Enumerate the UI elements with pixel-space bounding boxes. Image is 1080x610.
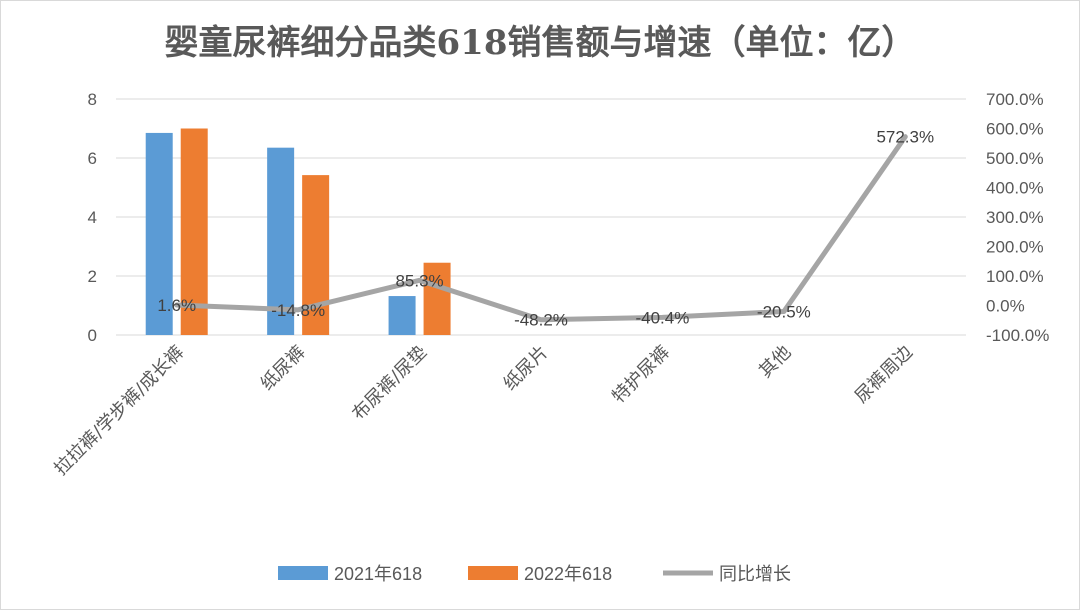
category-label: 布尿裤/尿垫 — [348, 342, 431, 425]
left-axis-tick-label: 0 — [88, 326, 97, 345]
right-axis-tick-label: 600.0% — [986, 120, 1044, 139]
left-axis-tick-label: 2 — [88, 267, 97, 286]
right-axis-tick-label: 200.0% — [986, 238, 1044, 257]
data-labels: 1.6% -14.8% 85.3% -48.2% -40.4% -20.5% 572.3% — [157, 128, 934, 330]
left-axis-tick-label: 8 — [88, 90, 97, 109]
category-label: 其他 — [755, 342, 795, 382]
legend-label: 同比增长 — [719, 564, 791, 584]
bar-2021 — [145, 132, 173, 335]
right-axis-tick-label: 0.0% — [986, 297, 1025, 316]
growth-line — [174, 134, 908, 323]
gridlines — [116, 98, 966, 336]
growth-data-label: -48.2% — [514, 311, 568, 330]
chart-title: 婴童尿裤细分品类618销售额与增速（单位：亿） — [165, 23, 916, 63]
left-axis: 0 2 4 6 8 — [88, 90, 97, 345]
growth-data-label: -40.4% — [635, 308, 689, 327]
left-axis-tick-label: 4 — [88, 208, 97, 227]
legend-label: 2021年618 — [334, 564, 422, 584]
legend-swatch — [468, 566, 518, 580]
legend-label: 2022年618 — [524, 564, 612, 584]
growth-data-label: 572.3% — [876, 128, 934, 147]
bar-2022 — [423, 262, 451, 335]
bar-group — [145, 128, 451, 335]
right-axis-tick-label: 100.0% — [986, 267, 1044, 286]
growth-data-label: 85.3% — [395, 271, 443, 290]
bar-2021 — [267, 147, 295, 335]
growth-data-label: 1.6% — [157, 296, 196, 315]
category-label: 特护尿裤 — [608, 342, 674, 408]
right-axis: -100.0% 0.0% 100.0% 200.0% 300.0% 400.0% 500.0… — [986, 90, 1049, 345]
right-axis-tick-label: 700.0% — [986, 90, 1044, 109]
growth-data-label: -14.8% — [271, 301, 325, 320]
category-label: 纸尿裤 — [257, 342, 310, 395]
category-label: 尿裤周边 — [851, 342, 917, 408]
growth-line-group — [174, 134, 908, 323]
bar-2022 — [180, 128, 208, 335]
legend: 2021年618 2022年618 同比增长 — [278, 564, 791, 584]
right-axis-tick-label: 400.0% — [986, 179, 1044, 198]
growth-data-label: -20.5% — [757, 303, 811, 322]
left-axis-tick-label: 6 — [88, 149, 97, 168]
right-axis-tick-label: 500.0% — [986, 149, 1044, 168]
category-label: 拉拉裤/学步裤/成长裤 — [50, 342, 188, 480]
right-axis-tick-label: 300.0% — [986, 208, 1044, 227]
bar-2021 — [388, 296, 416, 335]
legend-swatch — [278, 566, 328, 580]
x-axis-categories: 拉拉裤/学步裤/成长裤 纸尿裤 布尿裤/尿垫 纸尿片 特护尿裤 其他 尿裤周边 — [50, 342, 917, 480]
right-axis-tick-label: -100.0% — [986, 326, 1049, 345]
category-label: 纸尿片 — [500, 342, 553, 395]
